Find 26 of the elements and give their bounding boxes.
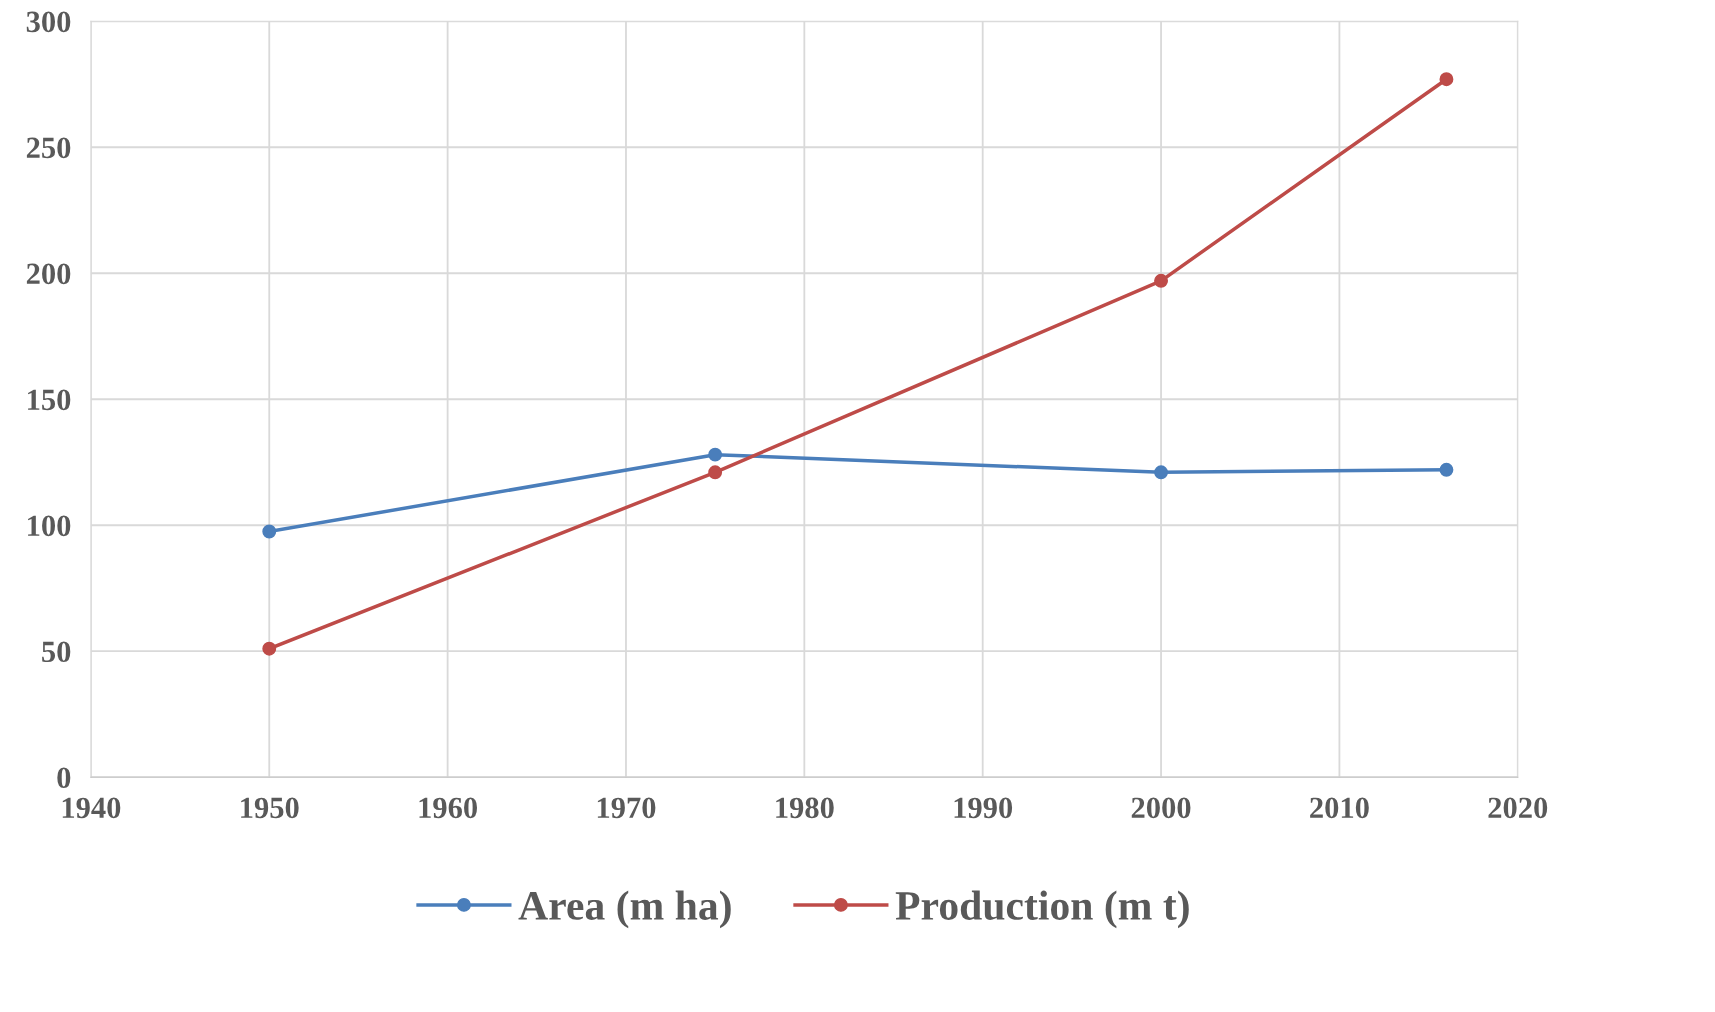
- legend-label: Production (m t): [895, 890, 1189, 929]
- point: [1154, 273, 1169, 288]
- point: [1439, 462, 1454, 477]
- y-tick-label: 200: [26, 263, 71, 285]
- x-tick-label: 2000: [1131, 797, 1191, 819]
- point: [1154, 465, 1169, 480]
- point: [1439, 72, 1454, 87]
- x-tick-label: 1990: [954, 797, 1013, 819]
- point: [708, 465, 723, 480]
- x-tick-label: 1970: [597, 797, 656, 819]
- y-tick-label: 150: [28, 389, 71, 411]
- y-tick-label: 100: [28, 515, 71, 537]
- legend-label: Area (m ha): [518, 890, 731, 929]
- x-tick-label: 1940: [62, 797, 121, 819]
- y-tick-label: 250: [26, 137, 71, 159]
- y-tick-label: 50: [42, 641, 71, 663]
- x-tick-label: 1950: [241, 797, 299, 819]
- x-tick-label: 1980: [776, 797, 834, 819]
- point: [262, 524, 277, 539]
- point: [708, 447, 723, 462]
- point: [262, 641, 277, 656]
- y-tick-label: 0: [57, 767, 71, 789]
- x-tick-label: 2020: [1488, 797, 1548, 819]
- y-tick-label: 300: [26, 11, 71, 33]
- x-tick-label: 2010: [1310, 797, 1369, 819]
- x-tick-label: 1960: [419, 797, 478, 819]
